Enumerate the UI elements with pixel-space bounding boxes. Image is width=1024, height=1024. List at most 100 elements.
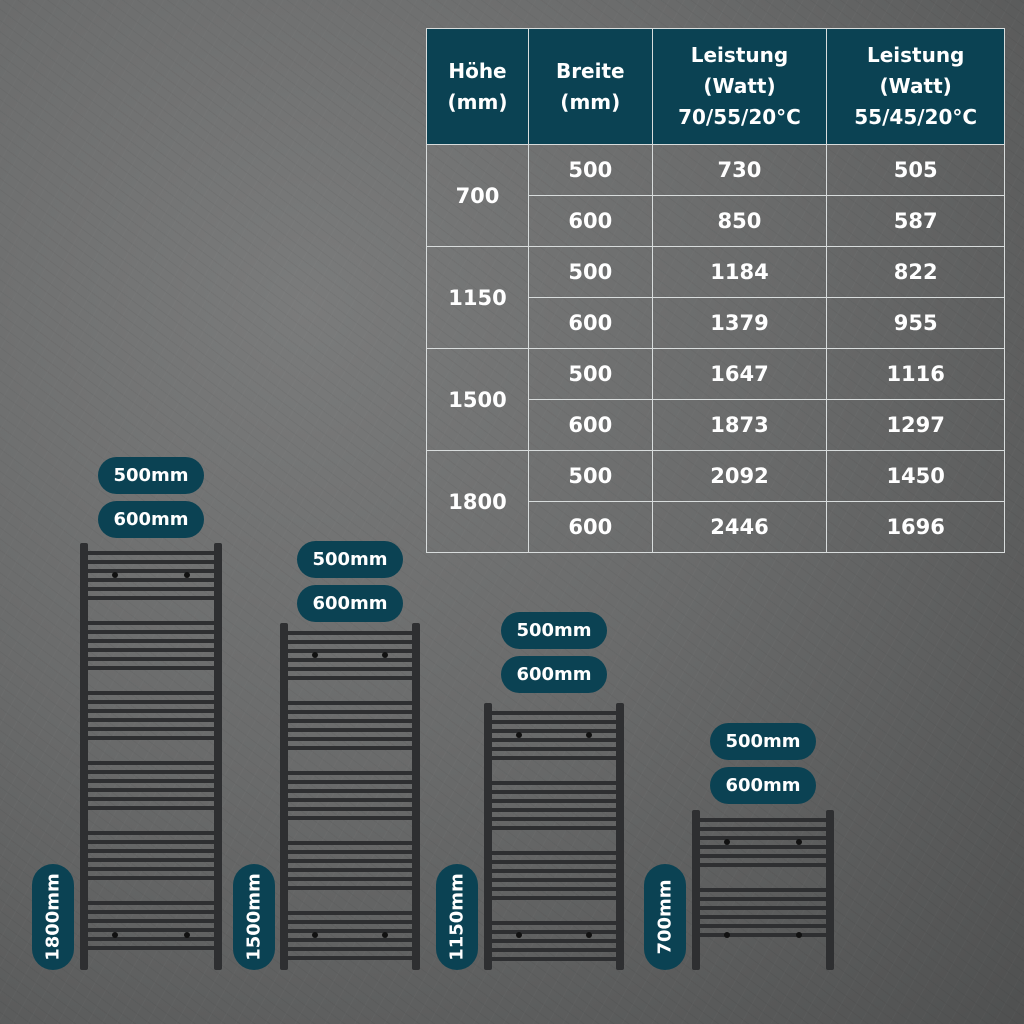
radiator-rail xyxy=(490,747,618,751)
towel-radiator xyxy=(484,703,624,970)
radiator-pipe xyxy=(80,543,88,970)
table-cell: 587 xyxy=(826,195,1005,247)
radiator-rail xyxy=(490,887,618,891)
radiator-rail xyxy=(86,797,216,801)
radiator-rail xyxy=(286,728,414,732)
column-header: Breite (mm) xyxy=(527,28,653,145)
radiator-rail xyxy=(86,937,216,941)
radiator-rail xyxy=(698,915,828,919)
towel-radiator xyxy=(80,543,222,970)
wall-bracket xyxy=(796,932,802,938)
table-cell: 500 xyxy=(527,450,653,502)
radiator-rail xyxy=(86,831,216,835)
radiator-rail xyxy=(698,897,828,901)
height-cell: 1800 xyxy=(426,450,529,553)
table-cell: 2092 xyxy=(651,450,828,502)
radiator-rail xyxy=(286,658,414,662)
height-cell: 1150 xyxy=(426,246,529,349)
table-cell: 1450 xyxy=(826,450,1005,502)
height-badge: 700mm xyxy=(644,864,686,970)
radiator-rail xyxy=(490,869,618,873)
radiator-rail xyxy=(490,930,618,934)
radiator-rail xyxy=(490,790,618,794)
radiator-rail xyxy=(86,770,216,774)
radiator-rail xyxy=(286,816,414,820)
radiator-rail xyxy=(490,738,618,742)
radiator-rail xyxy=(86,691,216,695)
radiator-rail xyxy=(86,736,216,740)
towel-radiator xyxy=(280,623,420,970)
radiator-rail xyxy=(86,639,216,643)
radiator-rail xyxy=(286,877,414,881)
table-cell: 1696 xyxy=(826,501,1005,553)
radiator-rail xyxy=(490,896,618,900)
radiator-rail xyxy=(86,806,216,810)
radiator-rail xyxy=(86,666,216,670)
radiator-rail xyxy=(86,648,216,652)
table-cell: 955 xyxy=(826,297,1005,349)
table-row: 700 500 730 505 xyxy=(426,144,1005,247)
radiator-rail xyxy=(286,841,414,845)
radiator-rail xyxy=(286,886,414,890)
radiator-rail xyxy=(86,858,216,862)
table-row: 600 1873 1297 xyxy=(427,399,1005,451)
width-badge: 500mm xyxy=(501,612,607,649)
radiator-rail xyxy=(86,867,216,871)
radiator-pipe xyxy=(280,623,288,970)
radiator-rail xyxy=(86,596,216,600)
radiator-rail xyxy=(86,560,216,564)
radiator-rail xyxy=(86,876,216,880)
width-badge: 500mm xyxy=(297,541,403,578)
table-cell: 730 xyxy=(651,144,828,196)
radiator-rail xyxy=(86,849,216,853)
radiator-rail xyxy=(286,746,414,750)
radiator-rail xyxy=(86,551,216,555)
column-header: Leistung (Watt) 55/45/20°C xyxy=(826,28,1005,145)
wall-bracket xyxy=(586,932,592,938)
radiator-rail xyxy=(286,938,414,942)
radiator-rail xyxy=(286,649,414,653)
column-header: Leistung (Watt) 70/55/20°C xyxy=(651,28,828,145)
performance-table: Höhe (mm) Breite (mm) Leistung (Watt) 70/55/20… xyxy=(426,28,1005,553)
wall-bracket xyxy=(516,732,522,738)
width-badge: 600mm xyxy=(98,501,204,538)
height-cell: 700 xyxy=(426,144,529,247)
table-cell: 2446 xyxy=(651,501,828,553)
height-badge: 1500mm xyxy=(233,864,275,970)
radiator-pipe xyxy=(484,703,492,970)
radiator-rail xyxy=(86,928,216,932)
table-cell: 1297 xyxy=(826,399,1005,451)
table-cell: 1116 xyxy=(826,348,1005,400)
radiator-pipe xyxy=(692,810,700,970)
width-badge: 500mm xyxy=(98,457,204,494)
wall-bracket xyxy=(382,932,388,938)
radiator-rail xyxy=(86,727,216,731)
radiator-rail xyxy=(490,957,618,961)
radiator-pipe xyxy=(412,623,420,970)
radiator-rail xyxy=(490,756,618,760)
radiator-rail xyxy=(86,919,216,923)
radiator-rail xyxy=(490,729,618,733)
radiator-rail xyxy=(286,868,414,872)
radiator-rail xyxy=(286,780,414,784)
table-cell: 1873 xyxy=(651,399,828,451)
height-badge: 1800mm xyxy=(32,864,74,970)
radiator-rail xyxy=(698,906,828,910)
table-cell: 500 xyxy=(527,144,653,196)
radiator-rail xyxy=(86,779,216,783)
table-cell: 600 xyxy=(527,501,653,553)
radiator-rail xyxy=(490,781,618,785)
radiator-rail xyxy=(286,640,414,644)
wall-bracket xyxy=(796,839,802,845)
radiator-rail xyxy=(490,851,618,855)
table-cell: 505 xyxy=(826,144,1005,196)
table-row: 1500 500 1647 1116 xyxy=(426,348,1005,451)
radiator-rail xyxy=(286,859,414,863)
wall-bracket xyxy=(516,932,522,938)
table-cell: 600 xyxy=(527,195,653,247)
wall-bracket xyxy=(312,652,318,658)
radiator-rail xyxy=(86,657,216,661)
radiator-rail xyxy=(86,621,216,625)
towel-radiator xyxy=(692,810,834,970)
column-header: Höhe (mm) xyxy=(426,28,529,145)
